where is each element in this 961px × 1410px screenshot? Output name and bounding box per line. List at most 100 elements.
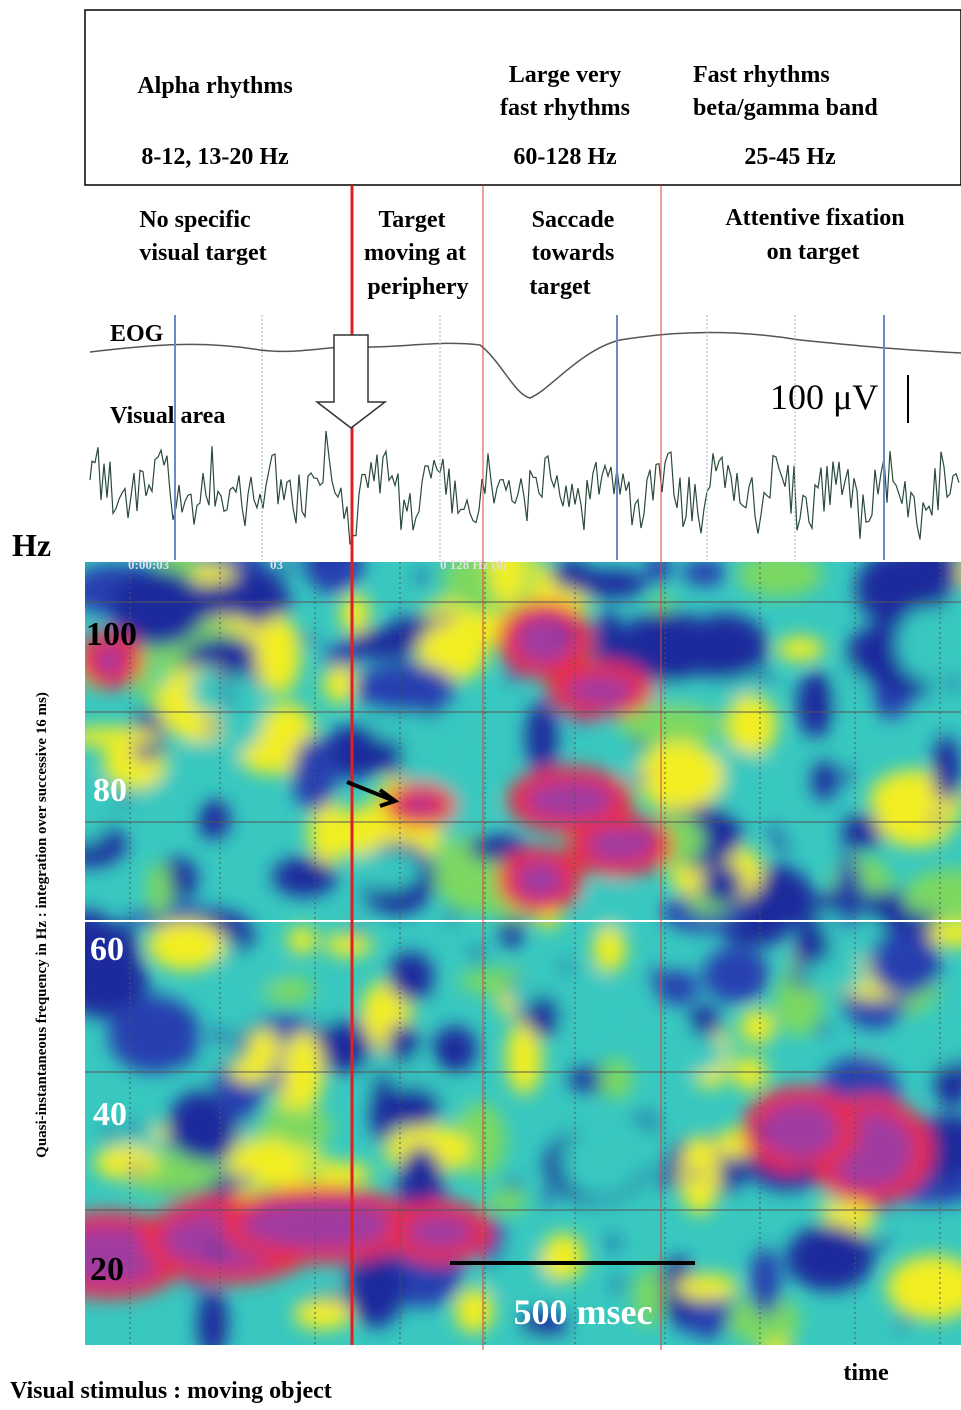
blob: [303, 562, 364, 594]
blob: [886, 1255, 961, 1321]
dot: [239, 1172, 252, 1185]
y-axis-label: Quasi-instantaneous frequency in Hz : in…: [34, 692, 50, 1158]
blob: [197, 588, 293, 617]
dot: [281, 562, 294, 574]
blob: [802, 959, 868, 992]
blob: [811, 760, 838, 801]
phase-label: Target: [378, 207, 445, 233]
header-band: 25-45 Hz: [744, 144, 836, 170]
pointer-arrow: [346, 780, 400, 808]
dot: [606, 1236, 619, 1249]
blob: [785, 1224, 875, 1292]
dot: [301, 633, 314, 646]
blob: [541, 1233, 586, 1281]
dot: [788, 974, 801, 987]
visual-area-trace: [89, 430, 960, 545]
blob: [736, 562, 823, 597]
blob: [108, 995, 200, 1073]
blob: [239, 735, 298, 774]
phase-label: target: [529, 274, 590, 300]
blob: [181, 1140, 234, 1162]
phase-label: visual target: [139, 240, 266, 266]
dot: [554, 575, 567, 588]
header-title: beta/gamma band: [693, 95, 878, 121]
dot: [512, 1008, 525, 1021]
freq-label: 100: [86, 616, 137, 653]
blob: [592, 926, 626, 973]
blob: [725, 694, 777, 757]
blob: [869, 929, 941, 997]
blob: [488, 562, 527, 605]
blob: [739, 1008, 775, 1045]
map-grid: [85, 562, 961, 1345]
dot: [800, 1164, 813, 1177]
blob: [841, 814, 886, 850]
overlay-text: 0 128 Hz (0): [440, 557, 507, 572]
trace-label: EOG: [110, 321, 164, 347]
blob: [656, 970, 699, 1006]
blob: [635, 741, 724, 811]
header-box: [84, 9, 961, 186]
dot: [209, 1243, 222, 1256]
hot-spot: [515, 615, 575, 665]
dot: [875, 1236, 888, 1249]
blob: [932, 735, 961, 803]
blob: [308, 800, 351, 865]
dot: [919, 953, 932, 966]
blob: [197, 799, 231, 840]
dot: [471, 950, 484, 963]
scale-bar-label: 500 msec: [514, 1292, 653, 1332]
dot: [659, 1176, 672, 1189]
phase-label: Saccade: [532, 207, 615, 233]
blob: [110, 568, 206, 647]
dot: [592, 584, 605, 597]
dot: [507, 1179, 520, 1192]
trace-label: Visual area: [110, 403, 225, 429]
header-title: fast rhythms: [500, 95, 630, 121]
map-blobs: [85, 562, 961, 1345]
blob: [902, 562, 960, 595]
blob: [351, 850, 421, 891]
blob: [920, 1032, 961, 1067]
dot: [816, 1022, 829, 1035]
blob: [702, 946, 770, 1004]
freq-label: 20: [90, 1251, 124, 1288]
phase-label: No specific: [139, 207, 251, 233]
blob: [506, 1020, 542, 1095]
blob: [348, 1251, 404, 1328]
header-band: 60-128 Hz: [513, 144, 617, 170]
blob: [732, 1056, 768, 1090]
dot: [898, 1315, 911, 1328]
freq-label: 40: [93, 1096, 127, 1133]
dot: [701, 1328, 714, 1341]
blob: [903, 869, 961, 924]
blob: [454, 1287, 494, 1333]
dot: [233, 1032, 246, 1045]
phase-label: Attentive fixation: [725, 205, 904, 231]
dot: [758, 671, 771, 684]
dot: [649, 968, 662, 981]
dot: [921, 908, 934, 921]
blob: [727, 1295, 801, 1345]
eog-trace: [89, 331, 961, 399]
dot: [507, 669, 520, 682]
blob: [387, 1022, 419, 1064]
dot: [426, 707, 439, 720]
blob: [383, 1086, 441, 1128]
blob: [675, 1273, 739, 1301]
blob: [459, 562, 486, 596]
dot: [539, 1191, 552, 1204]
hot-spot: [515, 860, 565, 900]
blob: [272, 856, 337, 897]
dot: [314, 562, 327, 570]
dot: [559, 625, 572, 638]
dot: [841, 770, 854, 783]
hot-spot: [240, 1200, 400, 1250]
dot: [417, 570, 430, 583]
blob: [147, 920, 225, 971]
blob: [416, 622, 488, 682]
dot: [104, 1127, 117, 1140]
blob: [838, 657, 864, 729]
dot: [946, 676, 959, 689]
blob: [618, 703, 722, 746]
